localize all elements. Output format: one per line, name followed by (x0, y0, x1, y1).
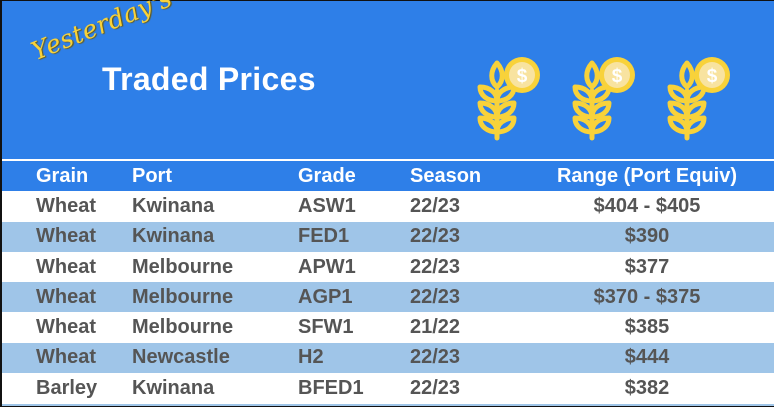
cell-grade: BFED1 (298, 376, 364, 399)
cell-season: 21/22 (410, 316, 461, 339)
column-header-port: Port (132, 164, 172, 187)
banner-divider (2, 159, 774, 161)
svg-text:$: $ (612, 66, 623, 87)
cell-port: Melbourne (132, 316, 234, 339)
table-row: Wheat Melbourne APW1 22/23 $377 (2, 251, 774, 283)
table-row: Wheat Kwinana FED1 22/23 $390 (2, 221, 774, 252)
column-header-range: Range (Port Equiv) (556, 164, 737, 187)
table-row: Wheat Melbourne AGP1 22/23 $370 - $375 (2, 282, 774, 313)
cell-grain: Wheat (36, 194, 96, 217)
cell-port: Melbourne (132, 255, 234, 278)
page-title: Traded Prices (102, 61, 316, 97)
cell-season: 22/23 (410, 285, 461, 308)
cell-port: Melbourne (132, 285, 234, 308)
cell-range: $382 (624, 376, 670, 399)
cell-grade: H2 (298, 346, 324, 369)
cell-grade: SFW1 (298, 316, 354, 339)
column-header-grain: Grain (36, 164, 89, 187)
cell-grade: APW1 (298, 255, 356, 278)
table-row: Wheat Newcastle H2 22/23 $444 (2, 342, 774, 374)
table-row: Wheat Kwinana ASW1 22/23 $404 - $405 (2, 191, 774, 222)
cell-range: $404 - $405 (593, 194, 701, 217)
script-subtitle: Yesterday's (27, 0, 177, 66)
svg-text:$: $ (707, 66, 718, 87)
cell-grade: FED1 (298, 225, 350, 248)
cell-grade: ASW1 (298, 194, 356, 217)
table-row: Barley Kwinana BFED1 22/23 $382 (2, 373, 774, 404)
cell-season: 22/23 (410, 255, 461, 278)
cell-season: 22/23 (410, 376, 461, 399)
cell-grain: Barley (36, 376, 98, 399)
cell-grade: AGP1 (298, 285, 353, 308)
cell-season: 22/23 (410, 346, 461, 369)
cell-port: Kwinana (132, 376, 215, 399)
cell-grain: Wheat (36, 255, 96, 278)
wheat-coin-icon: $ (667, 57, 730, 141)
prices-table: Grain Port Grade Season Range (Port Equi… (2, 161, 774, 404)
header-banner: Yesterday's Traded Prices $ (2, 0, 774, 159)
cell-grain: Wheat (36, 225, 96, 248)
cell-season: 22/23 (410, 225, 461, 248)
cell-range: $377 (624, 255, 670, 278)
icon-group: $ $ (472, 51, 732, 141)
cell-season: 22/23 (410, 194, 461, 217)
wheat-coin-icon: $ (572, 57, 635, 141)
cell-port: Newcastle (132, 346, 230, 369)
cell-grain: Wheat (36, 285, 96, 308)
cell-range: $390 (624, 225, 670, 248)
cell-grain: Wheat (36, 346, 96, 369)
cell-port: Kwinana (132, 194, 215, 217)
table-header-row: Grain Port Grade Season Range (Port Equi… (2, 161, 774, 192)
column-header-grade: Grade (298, 164, 356, 187)
table-bottom-border (2, 404, 774, 406)
column-header-season: Season (410, 164, 482, 187)
svg-text:$: $ (517, 66, 528, 87)
cell-range: $444 (624, 346, 670, 369)
cell-range: $370 - $375 (593, 285, 701, 308)
cell-port: Kwinana (132, 225, 215, 248)
cell-grain: Wheat (36, 316, 96, 339)
table-row: Wheat Melbourne SFW1 21/22 $385 (2, 312, 774, 343)
cell-range: $385 (624, 316, 670, 339)
wheat-coin-icon: $ (477, 57, 540, 141)
